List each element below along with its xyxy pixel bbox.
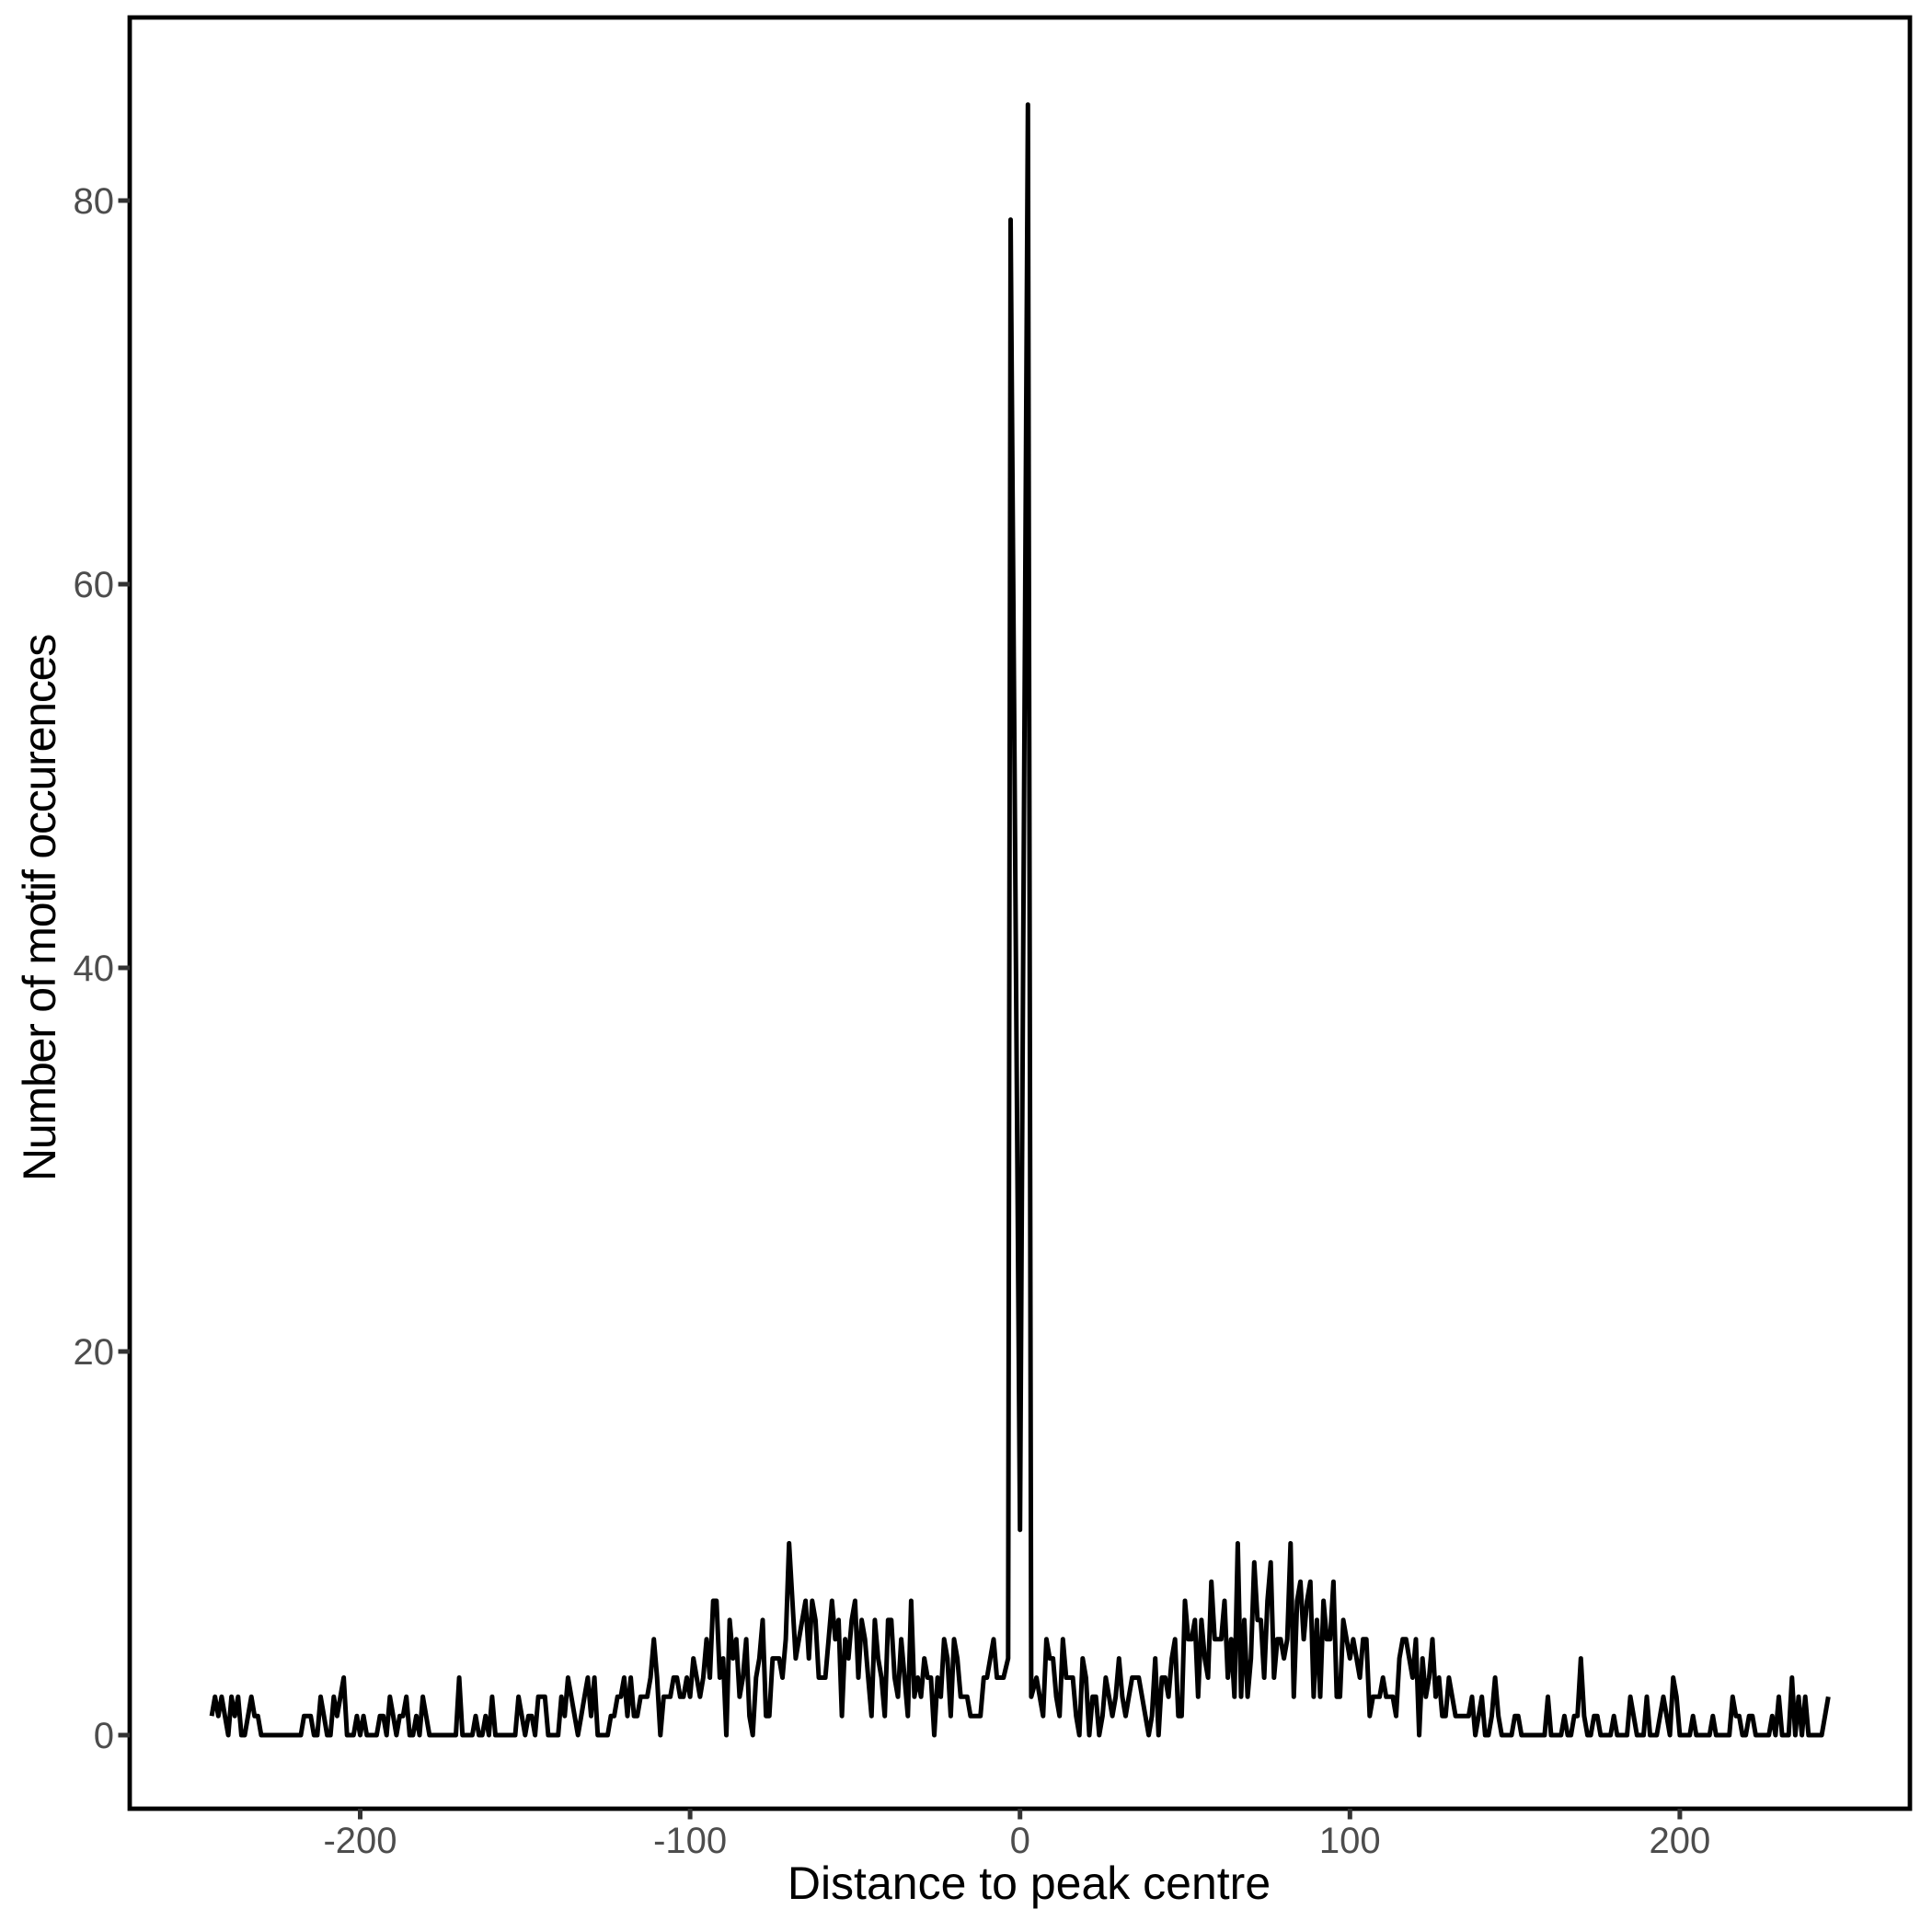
svg-text:200: 200 — [1650, 1821, 1711, 1861]
svg-text:80: 80 — [74, 181, 115, 222]
svg-text:Distance to peak centre: Distance to peak centre — [788, 1857, 1271, 1909]
svg-text:-100: -100 — [653, 1821, 727, 1861]
svg-text:100: 100 — [1319, 1821, 1381, 1861]
svg-text:60: 60 — [74, 565, 115, 605]
svg-text:0: 0 — [1010, 1821, 1030, 1861]
svg-text:-200: -200 — [323, 1821, 397, 1861]
svg-text:40: 40 — [74, 949, 115, 989]
svg-text:0: 0 — [94, 1716, 114, 1756]
svg-text:20: 20 — [74, 1332, 115, 1373]
svg-text:Number of motif occurences: Number of motif occurences — [14, 635, 65, 1181]
